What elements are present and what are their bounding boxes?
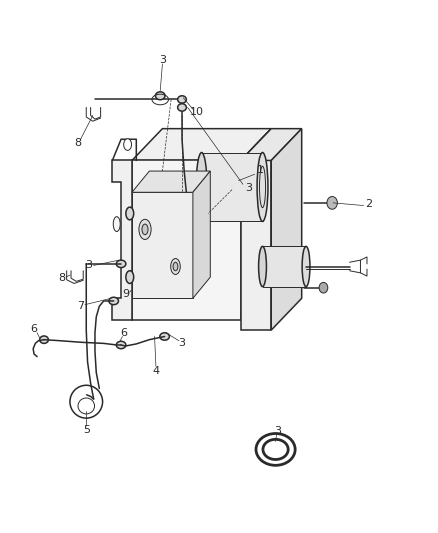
Ellipse shape [113,216,120,231]
Polygon shape [241,128,271,319]
Circle shape [327,197,337,209]
Text: 7: 7 [77,301,84,311]
Ellipse shape [155,92,165,100]
Polygon shape [201,152,262,221]
Ellipse shape [171,259,180,274]
Ellipse shape [257,152,268,221]
Ellipse shape [126,271,134,284]
Text: 1: 1 [257,165,264,175]
Ellipse shape [126,207,134,220]
Ellipse shape [142,224,148,235]
Text: 4: 4 [152,367,159,376]
Text: 8: 8 [58,273,65,283]
Text: 6: 6 [120,328,127,338]
Text: 3: 3 [159,55,166,64]
Polygon shape [241,160,271,330]
Ellipse shape [139,219,151,239]
Polygon shape [241,128,302,160]
Text: 6: 6 [31,324,38,334]
Text: 10: 10 [190,107,204,117]
Polygon shape [271,128,302,330]
Ellipse shape [109,297,118,305]
Text: 9: 9 [122,289,129,299]
Ellipse shape [116,341,126,349]
Text: 3: 3 [85,261,92,270]
Text: 3: 3 [179,338,186,349]
Ellipse shape [196,152,207,221]
Ellipse shape [178,104,186,111]
Ellipse shape [124,139,131,150]
Polygon shape [132,128,271,160]
Polygon shape [132,160,241,319]
Ellipse shape [116,260,126,268]
Polygon shape [132,192,193,298]
Polygon shape [193,171,210,298]
Circle shape [319,282,328,293]
Ellipse shape [40,336,48,343]
Ellipse shape [160,333,170,340]
Text: 3: 3 [274,426,281,436]
Polygon shape [262,246,306,287]
Text: 2: 2 [366,199,373,209]
Ellipse shape [173,262,178,271]
Polygon shape [113,160,132,319]
Text: 5: 5 [83,425,90,435]
Ellipse shape [302,246,310,287]
Ellipse shape [258,246,266,287]
Ellipse shape [178,96,186,103]
Text: 3: 3 [245,183,252,193]
Polygon shape [132,171,210,192]
Text: 8: 8 [74,139,81,149]
